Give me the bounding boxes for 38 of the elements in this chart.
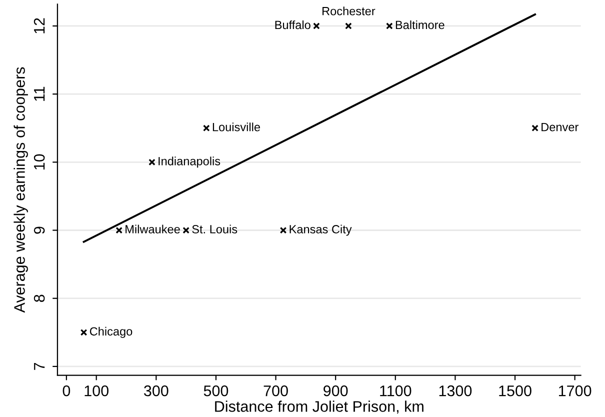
y-tick-label: 9 — [34, 226, 45, 234]
x-axis-title: Distance from Joliet Prison, km — [215, 400, 424, 414]
point — [386, 22, 393, 30]
point — [280, 226, 287, 234]
y-tick-label: 8 — [34, 294, 45, 302]
x-tick-label: 900 — [324, 385, 348, 396]
annotation: Kansas City — [290, 224, 352, 236]
x-tick-label: 300 — [144, 385, 168, 396]
annotation: St. Louis — [192, 224, 238, 234]
y-tick-label: 12 — [34, 18, 45, 34]
x-tick-label: 100 — [84, 385, 108, 396]
x-tick-label: 0 — [62, 385, 70, 396]
annotation: Louisville — [212, 122, 260, 132]
point — [532, 124, 538, 132]
point — [345, 22, 352, 30]
x-tick-label: 1300 — [439, 385, 472, 396]
x-tick-label: 500 — [204, 385, 228, 396]
x-tick-label: 1500 — [499, 385, 532, 396]
point — [202, 124, 210, 132]
x-tick-label: 1100 — [380, 385, 412, 396]
point — [116, 226, 123, 234]
y-tick-label: 10 — [34, 154, 45, 170]
point — [313, 22, 320, 30]
annotation: Chicago — [90, 326, 132, 338]
point — [182, 226, 190, 234]
annotation: Indianapolis — [158, 156, 220, 168]
annotation: Denver — [542, 123, 578, 132]
point — [148, 158, 156, 166]
annotation: Baltimore — [396, 20, 444, 30]
point — [80, 328, 88, 336]
annotation: Milwaukee — [126, 224, 180, 234]
y-axis-title: Average weekly earnings of coopers — [14, 67, 28, 313]
y-tick-label: 7 — [34, 362, 45, 370]
annotation: Buffalo — [275, 20, 310, 30]
y-tick-label: 11 — [34, 86, 45, 101]
annotation: Rochester — [322, 6, 376, 16]
x-tick-label: 1700 — [558, 385, 592, 396]
x-tick-label: 700 — [264, 385, 288, 396]
